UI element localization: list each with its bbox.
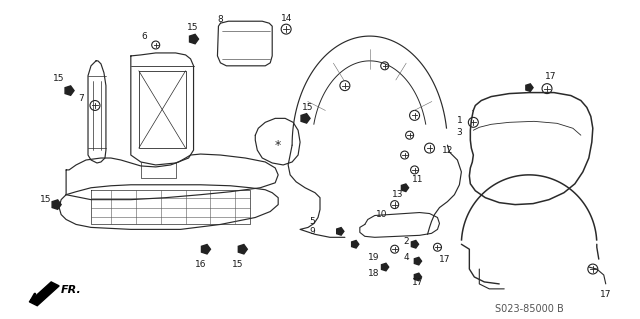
- Text: FR.: FR.: [61, 285, 82, 295]
- Polygon shape: [381, 263, 388, 271]
- Text: 6: 6: [141, 32, 147, 41]
- Circle shape: [281, 24, 291, 34]
- Text: 15: 15: [187, 23, 198, 32]
- Polygon shape: [337, 227, 344, 235]
- Text: 17: 17: [600, 290, 611, 299]
- Circle shape: [152, 41, 160, 49]
- Circle shape: [424, 143, 435, 153]
- Text: 16: 16: [195, 260, 206, 269]
- Text: S023-85000 B: S023-85000 B: [495, 304, 563, 314]
- Circle shape: [390, 201, 399, 209]
- Polygon shape: [526, 84, 533, 92]
- Text: 15: 15: [232, 260, 243, 269]
- Text: 18: 18: [368, 270, 380, 278]
- Text: 19: 19: [368, 253, 380, 262]
- Polygon shape: [414, 273, 422, 281]
- Circle shape: [340, 81, 350, 91]
- Polygon shape: [414, 257, 422, 265]
- Text: 14: 14: [280, 14, 292, 23]
- Text: 12: 12: [442, 145, 453, 155]
- Circle shape: [90, 100, 100, 110]
- Polygon shape: [351, 241, 359, 248]
- Text: 11: 11: [412, 175, 423, 184]
- Text: 3: 3: [456, 128, 462, 137]
- Circle shape: [381, 62, 388, 70]
- Polygon shape: [401, 184, 408, 191]
- Circle shape: [433, 243, 442, 251]
- Polygon shape: [52, 200, 61, 209]
- Text: 2: 2: [404, 237, 410, 246]
- Polygon shape: [412, 241, 419, 248]
- Circle shape: [401, 151, 408, 159]
- Circle shape: [410, 110, 420, 120]
- Text: 1: 1: [456, 116, 462, 125]
- Circle shape: [542, 84, 552, 93]
- Text: 15: 15: [302, 103, 314, 112]
- Text: *: *: [275, 139, 282, 152]
- Polygon shape: [189, 34, 198, 44]
- Text: 9: 9: [309, 227, 315, 236]
- Polygon shape: [202, 244, 211, 254]
- Text: 13: 13: [392, 190, 403, 199]
- Circle shape: [390, 245, 399, 253]
- Text: 17: 17: [438, 255, 450, 263]
- Text: 10: 10: [376, 210, 387, 219]
- Text: 17: 17: [545, 72, 557, 81]
- Circle shape: [406, 131, 413, 139]
- Circle shape: [411, 166, 419, 174]
- Polygon shape: [238, 244, 247, 254]
- Polygon shape: [65, 86, 74, 95]
- Circle shape: [468, 117, 478, 127]
- Polygon shape: [301, 114, 310, 123]
- Text: 17: 17: [412, 278, 423, 287]
- Polygon shape: [29, 282, 59, 306]
- Text: 8: 8: [218, 15, 223, 24]
- Text: 15: 15: [53, 74, 65, 83]
- Text: 4: 4: [404, 253, 410, 262]
- Text: 15: 15: [40, 195, 52, 204]
- Text: 7: 7: [78, 94, 84, 103]
- Circle shape: [588, 264, 598, 274]
- Text: 5: 5: [309, 217, 315, 226]
